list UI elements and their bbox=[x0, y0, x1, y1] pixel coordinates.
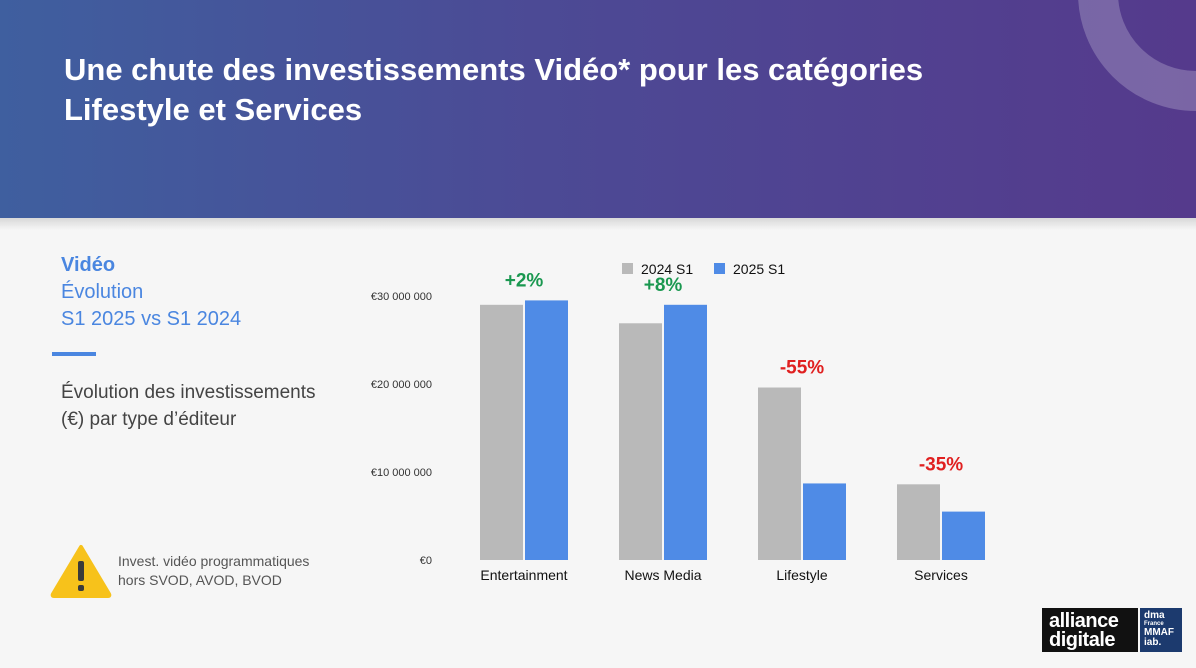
change-label: -55% bbox=[780, 358, 824, 379]
y-tick-label: €10 000 000 bbox=[371, 467, 432, 479]
logo-line2: digitale bbox=[1049, 629, 1116, 651]
section-divider bbox=[52, 352, 96, 356]
logo-badge: dma France MMAF iab. bbox=[1140, 608, 1182, 652]
logo-badge-line4: iab. bbox=[1144, 637, 1162, 648]
bar bbox=[480, 304, 523, 560]
bar bbox=[897, 484, 940, 560]
logo: alliance digitale dma France MMAF iab. bbox=[1042, 608, 1182, 652]
bar bbox=[664, 304, 707, 560]
section-subtitle-line2: S1 2025 vs S1 2024 bbox=[61, 308, 242, 330]
y-tick-label: €20 000 000 bbox=[371, 379, 432, 391]
section-label: Vidéo bbox=[61, 254, 116, 276]
x-tick-label: Entertainment bbox=[480, 567, 567, 583]
section-subtitle-line1: Évolution bbox=[61, 281, 144, 303]
legend-swatch bbox=[622, 263, 633, 274]
logo-line1: alliance bbox=[1049, 610, 1119, 632]
change-label: -35% bbox=[919, 454, 963, 475]
page-title: Une chute des investissements Vidéo* pou… bbox=[64, 52, 924, 127]
change-label: +2% bbox=[505, 270, 544, 291]
section-heading: Vidéo Évolution S1 2025 vs S1 2024 bbox=[61, 252, 241, 333]
bar bbox=[525, 300, 568, 560]
warning-triangle-icon bbox=[50, 545, 112, 598]
header-banner: Une chute des investissements Vidéo* pou… bbox=[0, 0, 1196, 218]
footnote-line1: Invest. vidéo programmatiques bbox=[118, 553, 310, 569]
logo-badge-line1: dma bbox=[1144, 610, 1165, 621]
banner-shadow bbox=[0, 218, 1196, 230]
footnote: Invest. vidéo programmatiques hors SVOD,… bbox=[118, 552, 309, 590]
bar bbox=[758, 387, 801, 560]
logo-badge-line3: MMAF bbox=[1144, 627, 1174, 638]
x-tick-label: Services bbox=[914, 567, 968, 583]
bar bbox=[619, 323, 662, 560]
bar-chart: €0 €10 000 000 €20 000 000 €30 000 000 Enter… bbox=[371, 261, 985, 583]
logo-wordmark: alliance digitale bbox=[1042, 608, 1138, 652]
logo-badge-line2: France bbox=[1144, 621, 1164, 627]
bar bbox=[942, 511, 985, 560]
x-tick-label: Lifestyle bbox=[776, 567, 828, 583]
legend-swatch bbox=[714, 263, 725, 274]
section-description: Évolution des investissements (€) par ty… bbox=[61, 382, 316, 430]
bar bbox=[803, 483, 846, 560]
decorative-ring bbox=[1078, 0, 1196, 111]
x-tick-label: News Media bbox=[624, 567, 701, 583]
footnote-line2: hors SVOD, AVOD, BVOD bbox=[118, 572, 282, 588]
legend-label: 2024 S1 bbox=[641, 261, 693, 277]
y-tick-label: €30 000 000 bbox=[371, 291, 432, 303]
legend-label: 2025 S1 bbox=[733, 261, 785, 277]
y-tick-label: €0 bbox=[420, 555, 432, 567]
change-label: +8% bbox=[644, 275, 683, 296]
